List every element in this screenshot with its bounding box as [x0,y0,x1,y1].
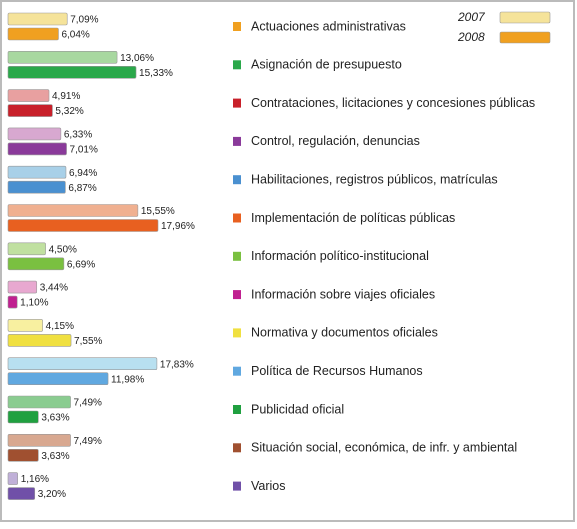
value-label: 15,55% [141,206,175,217]
bar [7,12,68,26]
category-label: Contrataciones, licitaciones y concesion… [251,96,535,110]
category-label: Control, regulación, denuncias [251,134,420,148]
bar [7,319,43,332]
category-marker [233,366,241,376]
category-label: Información político-institucional [251,249,429,263]
category-marker [233,136,241,146]
category-label: Publicidad oficial [251,402,344,416]
bar [7,142,67,156]
value-label: 3,63% [41,451,69,462]
value-label: 7,49% [74,436,102,447]
bar [7,372,109,386]
value-label: 7,49% [74,398,102,409]
legend-label: 2007 [457,10,486,24]
value-label: 4,91% [52,91,80,102]
bar [7,165,67,179]
value-label: 4,50% [49,244,77,255]
category-marker [233,405,241,414]
legend-swatch [499,31,551,44]
bar [7,257,65,271]
value-label: 5,32% [55,106,83,117]
bar [7,395,71,409]
category-marker [233,22,241,31]
bar [7,180,66,194]
category-marker [233,328,241,338]
bar [7,334,72,347]
category-label: Implementación de políticas públicas [251,211,455,225]
value-label: 3,20% [38,489,66,500]
value-label: 17,96% [161,221,195,232]
category-marker [233,175,241,185]
category-marker [233,290,241,300]
category-label: Actuaciones administrativas [251,19,406,33]
value-label: 6,69% [67,259,95,270]
bar [7,27,59,41]
value-label: 6,33% [64,130,92,141]
bar [7,66,137,79]
value-label: 11,98% [111,374,144,385]
category-label: Información sobre viajes oficiales [251,287,435,301]
value-label: 3,63% [41,413,69,424]
bar [7,410,39,424]
value-label: 4,15% [46,321,74,332]
bar [7,89,50,102]
value-label: 7,01% [70,145,98,156]
legend-swatch [499,11,551,24]
value-label: 15,33% [139,68,173,79]
category-label: Habilitaciones, registros públicos, matr… [251,172,498,186]
bar [7,50,118,64]
category-marker [233,251,241,261]
value-label: 1,10% [20,298,48,309]
value-label: 7,09% [70,15,98,26]
bar [7,204,139,217]
category-label: Política de Recursos Humanos [251,364,423,378]
bar [7,448,39,462]
category-label: Normativa y documentos oficiales [251,326,438,340]
category-label: Asignación de presupuesto [251,58,402,72]
category-marker [233,60,241,70]
value-label: 6,94% [69,168,97,179]
category-label: Situación social, económica, de infr. y … [251,441,517,455]
bar [7,219,159,232]
bar [7,487,36,500]
value-label: 3,44% [40,283,68,294]
category-label: Varios [251,479,286,493]
value-label: 13,06% [120,53,154,64]
bar [7,104,53,117]
category-marker [233,98,241,108]
category-marker [233,443,241,453]
value-label: 6,04% [61,30,89,41]
bar [7,433,71,447]
value-label: 7,55% [74,336,102,347]
value-label: 1,16% [21,474,49,485]
bar [7,472,18,485]
bar [7,295,18,309]
value-label: 17,83% [160,359,194,370]
bar [7,242,46,256]
legend-label: 2008 [457,30,485,44]
bar [7,280,38,294]
category-marker [233,481,241,491]
bar [7,127,62,141]
category-marker [233,213,241,223]
value-label: 6,87% [68,183,96,194]
bar [7,357,158,371]
